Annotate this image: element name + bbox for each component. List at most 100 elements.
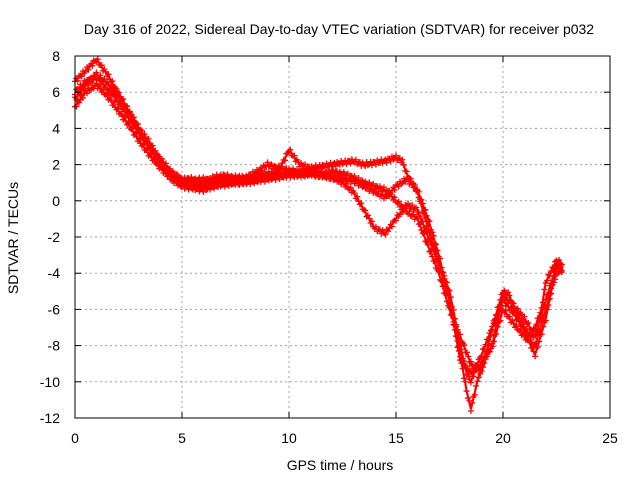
data-point-marker (479, 364, 486, 371)
data-point-marker (509, 309, 516, 316)
data-point-marker (467, 358, 474, 365)
data-point-marker (406, 175, 413, 182)
y-tick-label: 0 (52, 193, 60, 209)
data-point-marker (453, 321, 460, 328)
data-point-marker (76, 99, 83, 106)
data-point-marker (157, 164, 164, 171)
data-point-marker (510, 300, 517, 307)
data-point-marker (310, 170, 317, 177)
data-point-marker (85, 66, 92, 73)
grid-lines (75, 56, 610, 418)
data-point-marker (192, 187, 199, 194)
data-point-marker (100, 86, 107, 93)
data-point-marker (467, 407, 474, 414)
data-point-marker (509, 317, 516, 324)
data-point-marker (327, 176, 334, 183)
data-point-marker (146, 151, 153, 158)
data-point-marker (102, 91, 109, 98)
data-point-marker (411, 205, 418, 212)
data-point-marker (384, 228, 391, 235)
data-point-marker (423, 239, 430, 246)
data-point-marker (435, 268, 442, 275)
data-point-marker (380, 184, 387, 191)
data-point-marker (298, 174, 305, 181)
data-point-marker (376, 226, 383, 233)
data-point-marker (462, 363, 469, 370)
data-point-marker (500, 289, 506, 296)
x-axis-label: GPS time / hours (287, 457, 394, 473)
data-point-marker (84, 81, 91, 88)
data-point-marker (148, 142, 155, 149)
data-point-marker (366, 215, 373, 222)
data-point-marker (129, 125, 136, 132)
data-point-marker (130, 117, 137, 124)
data-point-marker (137, 127, 144, 134)
data-point-marker (243, 172, 250, 179)
data-point-marker (545, 271, 552, 278)
data-point-marker (534, 343, 541, 350)
y-axis-label: SDTVAR / TECUs (5, 182, 21, 294)
data-point-marker (80, 94, 87, 101)
data-point-marker (541, 286, 548, 293)
data-point-marker (552, 264, 559, 271)
data-point-marker (224, 171, 231, 178)
data-point-marker (494, 311, 501, 318)
data-point-marker (446, 304, 453, 311)
y-axis-tick-labels: -12 -10 -8 -6 -4 -2 0 2 4 6 8 (40, 48, 60, 426)
data-point-marker (368, 162, 375, 169)
data-point-marker (487, 332, 494, 339)
data-point-marker (125, 119, 132, 126)
data-point-marker (540, 323, 547, 330)
data-point-marker (244, 175, 251, 182)
data-point-marker (366, 179, 373, 186)
data-point-marker (73, 96, 80, 103)
data-point-marker (529, 344, 536, 351)
data-point-marker (383, 159, 390, 166)
data-point-marker (133, 133, 140, 140)
data-point-marker (415, 188, 422, 195)
data-point-marker (247, 181, 254, 188)
data-point-marker (414, 215, 421, 222)
data-point-marker (287, 146, 294, 153)
data-point-marker (546, 295, 553, 302)
data-point-marker (490, 320, 497, 327)
data-point-marker (101, 76, 108, 83)
data-point-marker (208, 177, 215, 184)
data-point-marker (340, 168, 347, 175)
data-point-marker (388, 223, 395, 230)
data-point-marker (437, 276, 444, 283)
data-point-marker (431, 240, 438, 247)
data-point-marker (549, 282, 556, 289)
data-point-marker (505, 303, 512, 310)
data-point-marker (532, 332, 539, 339)
data-point-marker (351, 190, 358, 197)
data-point-marker (192, 175, 199, 182)
data-point-marker (195, 184, 202, 191)
data-point-marker (516, 327, 523, 334)
data-point-marker (462, 378, 469, 385)
data-point-marker (105, 96, 112, 103)
data-point-marker (112, 87, 119, 94)
data-point-marker (485, 341, 492, 348)
data-point-marker (518, 321, 525, 328)
data-point-marker (96, 83, 103, 90)
x-tick-label: 5 (178, 430, 186, 446)
data-point-marker (487, 345, 494, 352)
data-point-marker (463, 349, 470, 356)
data-point-marker (473, 382, 480, 389)
data-point-marker (542, 317, 549, 324)
data-point-marker (538, 331, 545, 338)
data-point-marker (542, 296, 549, 303)
data-point-marker (544, 292, 551, 299)
y-tick-label: -4 (48, 265, 61, 281)
data-point-marker (118, 111, 125, 118)
data-point-marker (97, 72, 104, 79)
data-point-marker (344, 185, 351, 192)
data-point-marker (399, 156, 406, 163)
data-point-marker (393, 217, 399, 224)
data-point-marker (294, 166, 301, 173)
data-point-marker (534, 326, 541, 333)
data-point-marker (144, 137, 151, 144)
